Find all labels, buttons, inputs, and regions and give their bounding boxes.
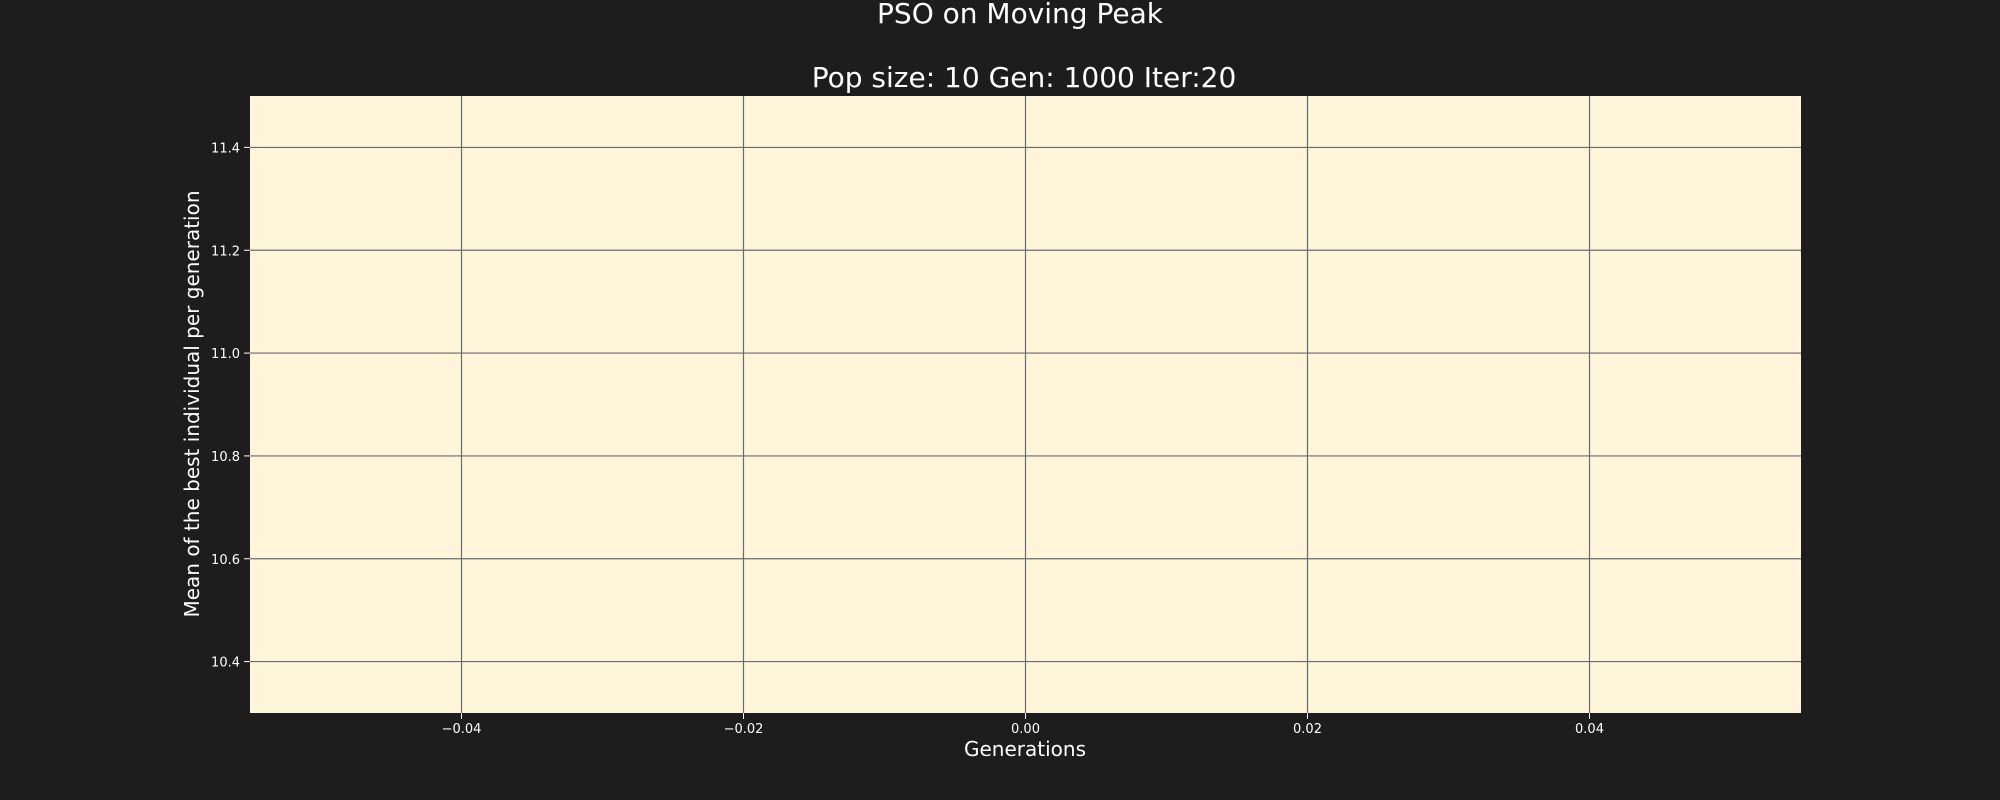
x-tick-label: 0.02 [1293,722,1322,737]
x-tick-label: 0.04 [1575,722,1604,737]
y-tick-label: 10.8 [211,450,240,465]
x-tick-label: −0.02 [724,722,764,737]
x-tick-label: 0.00 [1011,722,1040,737]
y-tick-label: 11.0 [211,347,240,362]
y-tick-label: 10.6 [211,553,240,568]
chart-subtitle: Pop size: 10 Gen: 1000 Iter:20 [812,61,1237,94]
y-tick-label: 10.4 [211,656,240,671]
y-tick-label: 11.4 [211,141,240,156]
y-gridlines [250,146,1801,663]
x-axis-ticks: −0.04 −0.02 0.00 0.02 0.04 [442,713,1604,737]
y-axis-label: Mean of the best individual per generati… [180,190,204,617]
chart-title: PSO on Moving Peak [877,0,1164,30]
x-tick-label: −0.04 [442,722,482,737]
y-tick-label: 11.2 [211,244,240,259]
y-axis-ticks: 10.4 10.6 10.8 11.0 11.2 11.4 [211,141,250,671]
x-axis-label: Generations [964,737,1086,761]
x-gridlines [460,96,1591,713]
